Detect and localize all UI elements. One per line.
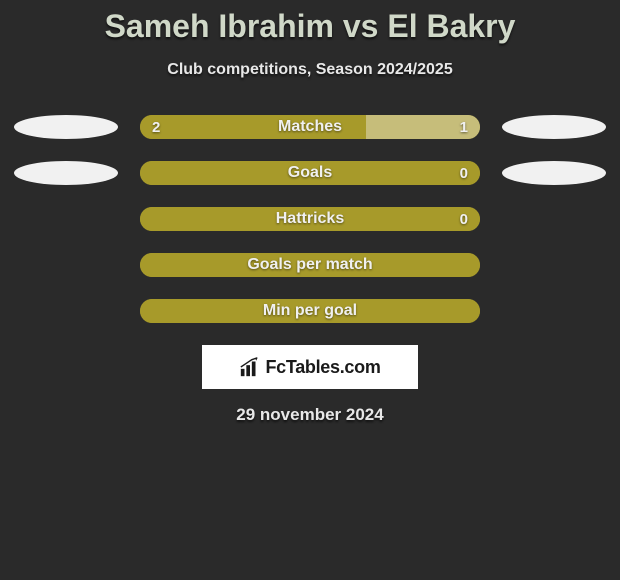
player-right-marker (502, 161, 606, 185)
stat-row: Goals per match (0, 253, 620, 277)
stat-row: Min per goal (0, 299, 620, 323)
stat-row: Matches2 1 (0, 115, 620, 139)
stat-bar: Goals0 (140, 161, 480, 185)
spacer (502, 299, 606, 323)
right-value: 0 (460, 161, 468, 185)
player-right-marker (502, 115, 606, 139)
source-logo: FcTables.com (202, 345, 418, 389)
bar-chart-icon (239, 356, 261, 378)
right-value: 1 (460, 115, 468, 139)
comparison-rows: Matches21Goals0Hattricks0Goals per match… (0, 115, 620, 323)
stat-label: Min per goal (140, 299, 480, 323)
stat-row: Goals0 (0, 161, 620, 185)
stat-bar: Goals per match (140, 253, 480, 277)
stat-row: Hattricks0 (0, 207, 620, 231)
spacer (502, 207, 606, 231)
stat-bar: Hattricks0 (140, 207, 480, 231)
spacer (14, 253, 118, 277)
player-left-marker (14, 115, 118, 139)
stat-label: Goals per match (140, 253, 480, 277)
snapshot-date: 29 november 2024 (0, 405, 620, 425)
stat-label: Goals (140, 161, 480, 185)
right-value: 0 (460, 207, 468, 231)
stat-bar: Matches2 1 (140, 115, 480, 139)
stat-label: Hattricks (140, 207, 480, 231)
subtitle: Club competitions, Season 2024/2025 (0, 45, 620, 79)
logo-text: FcTables.com (265, 357, 380, 378)
spacer (14, 207, 118, 231)
left-value: 2 (152, 115, 160, 139)
spacer (14, 299, 118, 323)
spacer (502, 253, 606, 277)
stat-label: Matches (140, 115, 480, 139)
player-left-marker (14, 161, 118, 185)
stat-bar: Min per goal (140, 299, 480, 323)
page-title: Sameh Ibrahim vs El Bakry (0, 0, 620, 45)
